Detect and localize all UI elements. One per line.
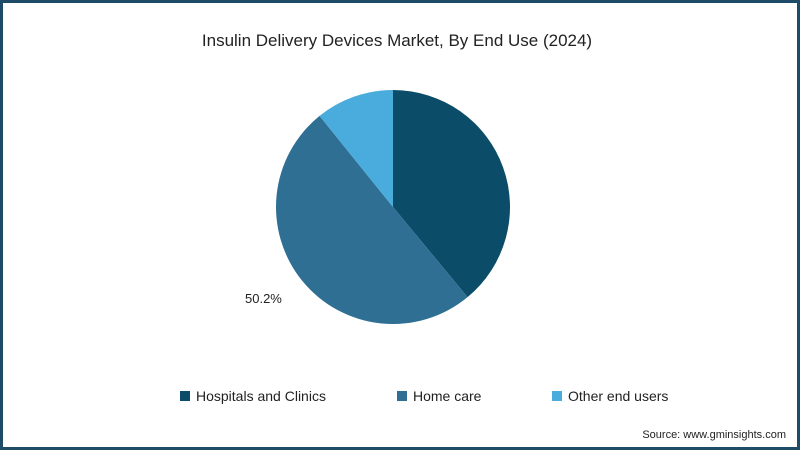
source-note: Source: www.gminsights.com — [642, 429, 786, 441]
chart-title: Insulin Delivery Devices Market, By End … — [201, 31, 593, 50]
legend-item-other: Other end users — [552, 388, 668, 404]
legend-item-hospitals: Hospitals and Clinics — [180, 388, 326, 404]
pie-slice-other-end-users — [319, 90, 393, 207]
legend-swatch — [180, 391, 190, 401]
pie-slice-home-care — [276, 115, 468, 324]
legend-swatch — [552, 391, 562, 401]
legend-label: Hospitals and Clinics — [196, 388, 326, 404]
legend: Hospitals and Clinics Home care Other en… — [0, 388, 794, 408]
legend-item-home-care: Home care — [397, 388, 481, 404]
legend-swatch — [397, 391, 407, 401]
data-label-home-care: 50.2% — [245, 291, 282, 306]
legend-label: Other end users — [568, 388, 669, 404]
pie-slice-hospitals-and-clinics — [393, 90, 511, 298]
legend-label: Home care — [413, 388, 482, 404]
